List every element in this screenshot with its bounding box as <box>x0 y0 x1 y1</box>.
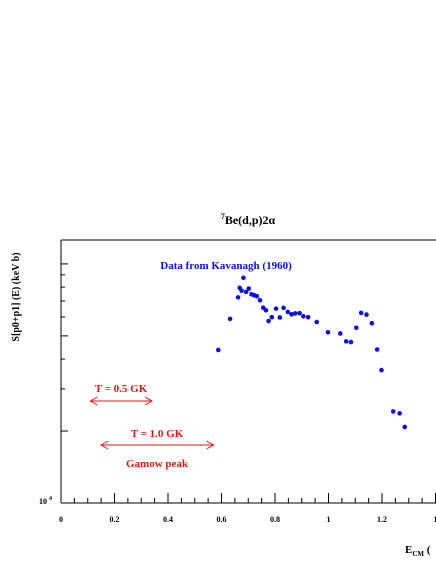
window-arrow-head-left <box>100 440 109 450</box>
data-point <box>257 297 263 303</box>
title-superscript: 7 <box>221 212 225 221</box>
data-point <box>285 309 291 315</box>
window-arrow-head-right <box>144 396 153 406</box>
data-point <box>243 289 249 295</box>
title-main: Be(d,p)2α <box>225 213 276 227</box>
x-tick-label: 0.2 <box>110 515 120 524</box>
data-point <box>297 310 302 316</box>
x-tick-label: 1 <box>434 515 436 524</box>
data-point <box>301 313 306 319</box>
data-point <box>337 331 343 336</box>
data-point <box>314 319 320 325</box>
data-point <box>266 318 271 324</box>
t10-label: T = 1.0 GK <box>131 428 184 440</box>
data-point <box>343 339 349 344</box>
data-point <box>254 293 260 299</box>
data-point <box>354 325 359 331</box>
x-label-tail: ( <box>424 544 431 556</box>
data-point <box>263 307 269 313</box>
data-point <box>289 312 294 317</box>
data-point <box>397 411 402 416</box>
data-point <box>293 311 298 316</box>
data-points <box>215 275 408 430</box>
y-min-base: 10 <box>39 497 47 506</box>
data-point <box>277 315 283 320</box>
x-axis-label: ECM ( <box>405 544 431 558</box>
data-point <box>364 312 369 317</box>
data-point <box>358 310 364 316</box>
data-point <box>348 339 354 345</box>
x-tick-label: 0.6 <box>217 515 227 524</box>
data-point <box>241 275 246 281</box>
data-point <box>235 295 241 300</box>
y-min-exp: 4 <box>49 496 52 502</box>
x-tick-label: 0.4 <box>163 515 173 524</box>
data-point <box>215 347 221 353</box>
data-point <box>246 286 252 291</box>
data-point <box>402 424 408 430</box>
temperature-windows <box>89 396 215 450</box>
x-tick-label: 0 <box>59 515 63 524</box>
data-point <box>305 314 311 320</box>
y-min-tick-label: 10 4 <box>39 496 52 506</box>
data-point <box>269 314 275 320</box>
data-point <box>239 288 244 293</box>
data-point <box>390 409 396 414</box>
t05-label: T = 0.5 GK <box>95 383 148 395</box>
data-point <box>325 329 331 335</box>
x-tick-label: 0.8 <box>270 515 280 524</box>
data-point <box>273 306 279 311</box>
window-arrow-head-left <box>89 396 98 406</box>
window-arrow-head-right <box>206 440 215 450</box>
x-tick-label: 1.2 <box>377 515 387 524</box>
y-axis-label: S[p0+p1] (E) (keV b) <box>11 252 22 341</box>
data-point <box>374 347 380 352</box>
x-label-main: E <box>405 544 412 556</box>
data-source-annotation: Data from Kavanagh (1960) <box>160 260 292 272</box>
data-point <box>227 316 233 322</box>
ticks: 0 0.2 0.4 0.6 0.8 1 1.2 1 <box>59 263 436 524</box>
x-label-sub: CM <box>412 550 424 558</box>
chart-title: 7Be(d,p)2α <box>221 212 276 227</box>
data-point <box>379 367 384 373</box>
gamow-peak-label: Gamow peak <box>126 458 189 470</box>
data-point <box>281 305 286 311</box>
data-point <box>369 320 375 326</box>
x-tick-label: 1 <box>327 515 331 524</box>
